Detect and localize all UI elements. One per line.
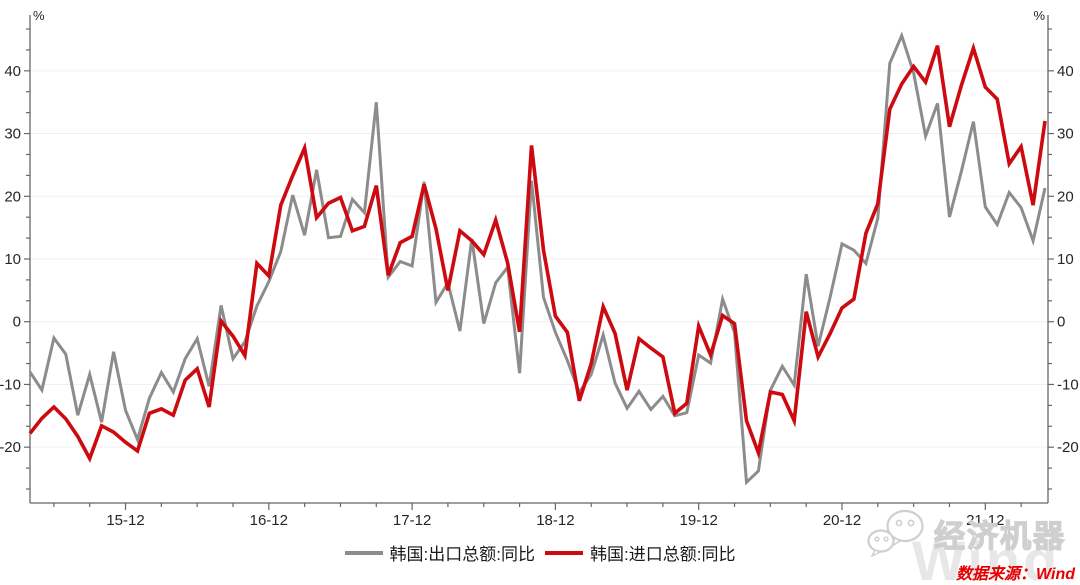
legend-item-import: 韩国:进口总额:同比 xyxy=(545,540,735,565)
y-axis-unit-right: % xyxy=(1033,8,1045,23)
x-axis-label: 17-12 xyxy=(393,512,431,529)
chart-svg: -20 -20 -10 -10 0 0 10 10 20 20 30 30 40 40% % 15-12 16-… xyxy=(0,8,1079,529)
x-axis-label: 16-12 xyxy=(250,512,288,529)
y-axis-label-right: 40 xyxy=(1057,63,1074,80)
x-axis-label: 21-12 xyxy=(966,512,1004,529)
x-axis-label: 19-12 xyxy=(680,512,718,529)
y-axis-label-right: 20 xyxy=(1057,188,1074,205)
chat-bubbles-icon xyxy=(867,509,924,558)
y-axis-label-left: -20 xyxy=(0,439,21,456)
y-axis-label-right: -20 xyxy=(1057,439,1079,456)
data-source-text: 数据来源：Wind xyxy=(956,566,1075,583)
y-axis-label-right: 30 xyxy=(1057,126,1074,143)
x-axis-label: 18-12 xyxy=(536,512,574,529)
legend-item-export: 韩国:出口总额:同比 xyxy=(344,540,535,565)
y-axis-label-left: 20 xyxy=(4,188,21,205)
y-axis-label-right: 10 xyxy=(1057,251,1074,268)
y-axis-label-left: 0 xyxy=(13,314,21,331)
y-axis-unit-left: % xyxy=(33,8,45,23)
export-line xyxy=(28,31,1047,486)
y-axis-label-right: 0 xyxy=(1057,314,1065,331)
legend-label-export: 韩国:出口总额:同比 xyxy=(389,545,535,564)
x-axis-label: 15-12 xyxy=(106,512,144,529)
y-axis-label-left: 30 xyxy=(4,126,21,143)
legend: 韩国:出口总额:同比 韩国:进口总额:同比 xyxy=(0,540,1080,565)
legend-swatch-export xyxy=(344,550,383,555)
brand-logo: 经济机器 xyxy=(866,508,1066,558)
legend-swatch-import xyxy=(545,550,583,555)
y-axis-label-right: -10 xyxy=(1057,376,1079,393)
y-axis-label-left: 10 xyxy=(4,251,21,268)
brand-logo-text: 经济机器 xyxy=(933,518,1066,554)
legend-label-import: 韩国:进口总额:同比 xyxy=(590,545,736,564)
y-axis-label-left: 40 xyxy=(4,63,21,80)
import-line xyxy=(28,42,1047,463)
wind-watermark: Wind xyxy=(912,529,1061,585)
x-axis-label: 20-12 xyxy=(823,512,861,529)
y-axis-label-left: -10 xyxy=(0,376,21,393)
axes xyxy=(24,15,1054,510)
